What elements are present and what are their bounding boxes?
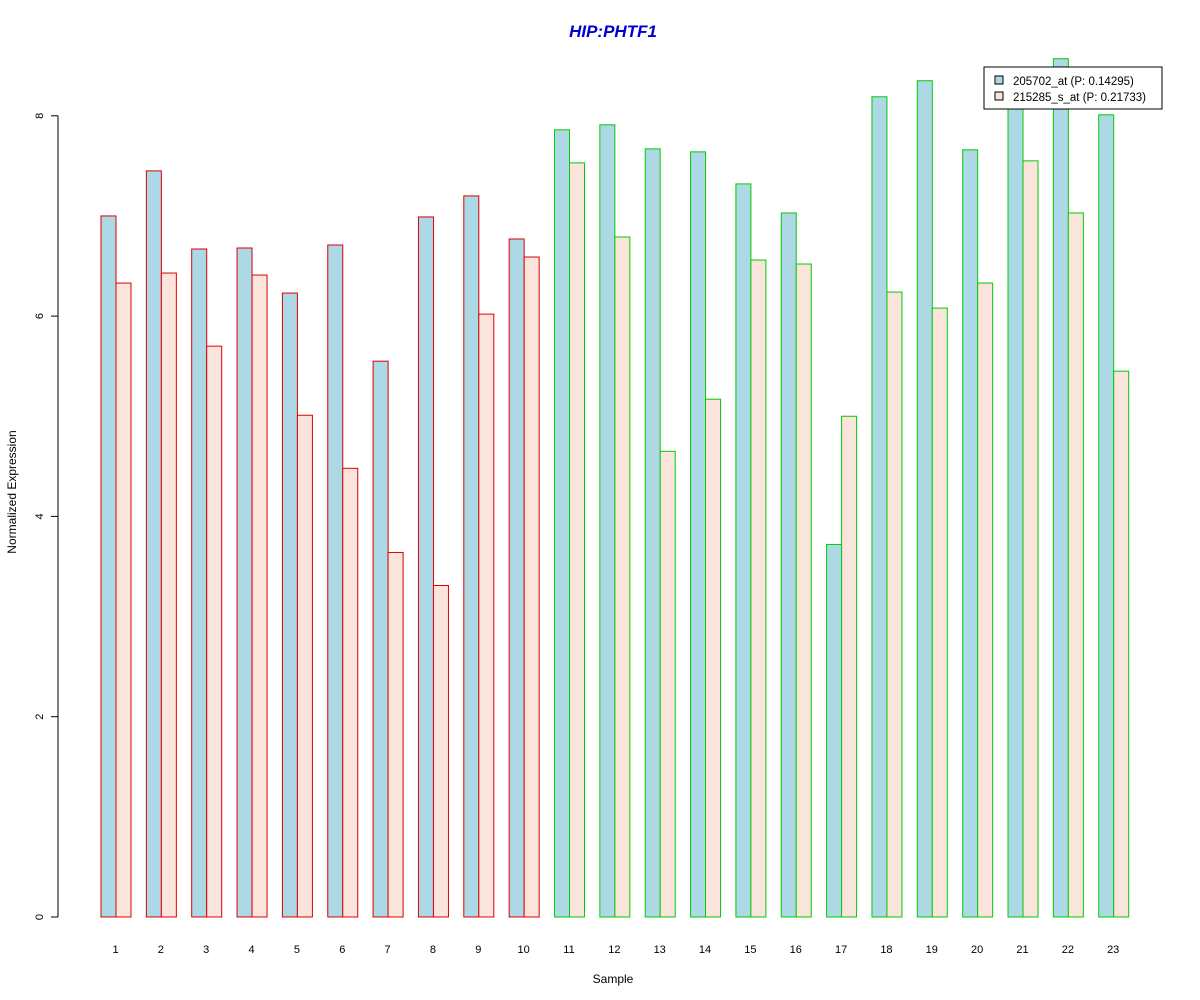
bar-sample-8-series-1 (417, 216, 434, 918)
bar-sample-15-series-1 (735, 183, 752, 918)
bar-sample-13-series-2 (659, 450, 676, 918)
bar-sample-4-series-2 (251, 274, 268, 918)
x-tick-label: 19 (926, 944, 938, 956)
bar-sample-16-series-2 (795, 263, 812, 918)
bar-sample-7-series-2 (387, 551, 404, 918)
x-tick-label: 10 (518, 944, 530, 956)
legend: 205702_at (P: 0.14295) 215285_s_at (P: 0… (983, 66, 1163, 110)
x-tick-label: 6 (339, 944, 345, 956)
x-tick-label: 20 (971, 944, 983, 956)
bar-sample-20-series-2 (977, 282, 994, 918)
bar-sample-6-series-2 (342, 467, 359, 918)
x-axis-title: Sample (593, 972, 634, 986)
x-tick-label: 16 (790, 944, 802, 956)
bar-sample-11-series-1 (554, 129, 570, 918)
bar-sample-14-series-2 (705, 398, 722, 918)
bar-sample-17-series-2 (841, 415, 858, 918)
y-tick-label: 0 (34, 914, 46, 920)
y-tick-label: 6 (34, 313, 46, 319)
bar-sample-19-series-1 (916, 80, 933, 918)
bar-sample-23-series-1 (1098, 114, 1115, 918)
legend-swatch-205702-at (994, 75, 1004, 85)
chart-title: HIP:PHTF1 (569, 22, 657, 41)
legend-box (983, 66, 1163, 110)
bar-sample-3-series-1 (191, 248, 208, 918)
x-tick-label: 8 (430, 944, 436, 956)
x-tick-label: 23 (1107, 944, 1119, 956)
bar-sample-16-series-1 (780, 212, 797, 918)
x-tick-label: 17 (835, 944, 847, 956)
bar-sample-13-series-1 (644, 148, 661, 918)
bar-sample-12-series-2 (614, 236, 631, 918)
bar-sample-8-series-2 (432, 585, 449, 918)
bar-sample-1-series-1 (100, 215, 117, 918)
legend-label-215285-s-at: 215285_s_at (P: 0.21733) (1013, 92, 1146, 104)
x-tick-labels: 1 2 3 4 5 6 7 8 9 10 11 12 13 14 15 16 17 18 19 20 21 22 23 (112, 944, 1119, 956)
x-tick-label: 7 (385, 944, 391, 956)
x-tick-label: 22 (1062, 944, 1074, 956)
bar-sample-2-series-1 (145, 170, 162, 918)
bar-sample-14-series-1 (690, 151, 707, 918)
bar-sample-4-series-1 (236, 247, 253, 918)
y-tick-label: 8 (34, 113, 46, 119)
bar-sample-7-series-1 (372, 360, 389, 918)
bar-sample-5-series-2 (296, 414, 313, 918)
bar-sample-22-series-2 (1067, 212, 1084, 918)
y-tick-label: 4 (34, 513, 46, 519)
bar-sample-2-series-2 (160, 272, 177, 918)
bar-sample-20-series-1 (962, 149, 979, 918)
bar-sample-9-series-2 (478, 313, 495, 918)
legend-swatch-215285-s-at (994, 91, 1004, 101)
bar-sample-19-series-2 (931, 307, 948, 918)
ticks-layer: 0 2 4 6 8 (34, 113, 58, 920)
bar-sample-21-series-2 (1022, 160, 1039, 918)
x-tick-label: 21 (1016, 944, 1028, 956)
x-tick-label: 18 (880, 944, 892, 956)
bar-sample-12-series-1 (599, 124, 616, 918)
x-tick-label: 14 (699, 944, 711, 956)
x-tick-label: 15 (744, 944, 756, 956)
bar-sample-18-series-2 (886, 291, 903, 918)
bar-sample-21-series-1 (1007, 105, 1024, 918)
bar-sample-10-series-1 (508, 238, 525, 918)
x-tick-label: 4 (248, 944, 254, 956)
x-tick-label: 2 (158, 944, 164, 956)
bar-sample-22-series-1 (1052, 58, 1069, 918)
bar-sample-9-series-1 (463, 195, 480, 918)
bar-sample-3-series-2 (206, 345, 223, 918)
x-tick-label: 11 (563, 944, 574, 956)
bar-sample-18-series-1 (871, 96, 888, 918)
bar-sample-23-series-2 (1113, 370, 1130, 918)
x-tick-label: 3 (203, 944, 209, 956)
bar-sample-10-series-2 (523, 256, 540, 918)
x-tick-label: 9 (475, 944, 481, 956)
bar-sample-15-series-2 (750, 259, 767, 918)
x-tick-label: 13 (654, 944, 666, 956)
y-axis-title: Normalized Expression (5, 430, 19, 553)
y-tick-label: 2 (34, 714, 46, 720)
bar-sample-1-series-2 (115, 282, 132, 918)
bar-sample-17-series-1 (826, 543, 843, 918)
bar-sample-6-series-1 (327, 244, 344, 918)
legend-label-205702-at: 205702_at (P: 0.14295) (1013, 76, 1134, 88)
x-tick-label: 5 (294, 944, 300, 956)
bar-sample-11-series-2 (569, 162, 585, 918)
x-tick-label: 12 (608, 944, 620, 956)
bars-layer (100, 58, 1130, 918)
x-tick-label: 1 (112, 944, 118, 956)
bar-sample-5-series-1 (281, 292, 298, 918)
